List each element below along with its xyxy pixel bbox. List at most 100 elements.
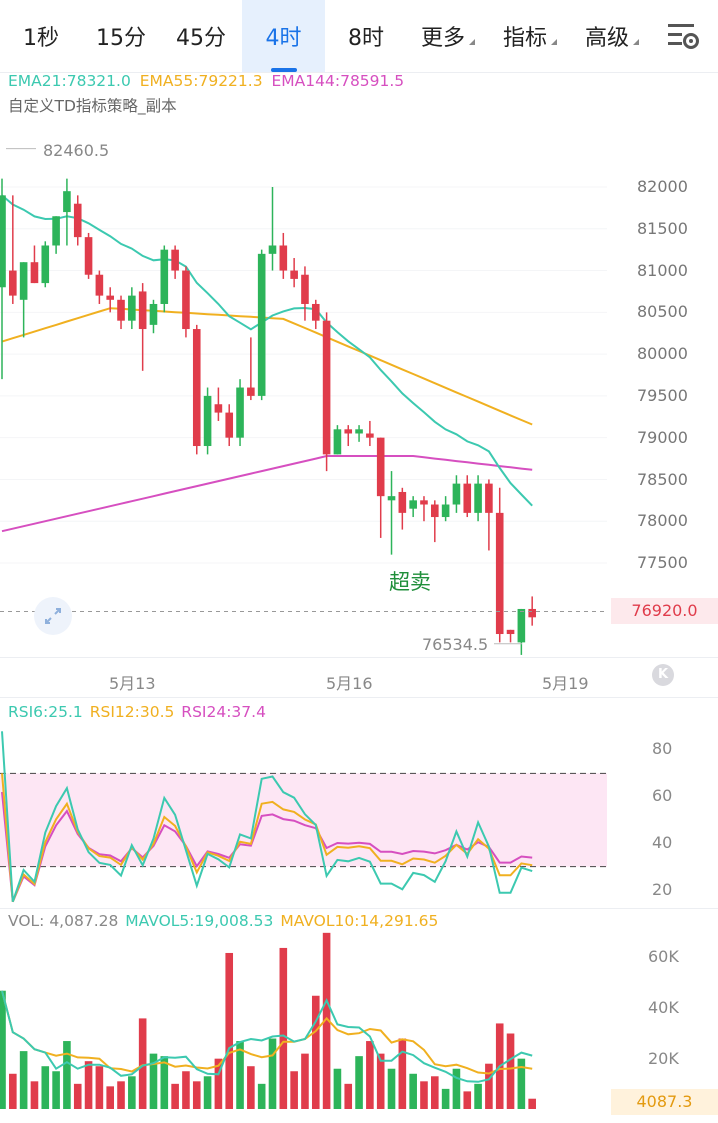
mavol5-line	[1, 990, 533, 1083]
timeframe-tabs: 1秒 15分 45分 4时 8时 更多 指标 高级	[0, 0, 718, 73]
tab-6[interactable]: 指标	[489, 0, 571, 72]
tab-label: 45分	[176, 26, 226, 51]
volume-bar	[63, 1041, 71, 1109]
volume-bar	[52, 1071, 60, 1109]
volume-bar	[517, 1058, 526, 1109]
candle-body	[160, 249, 169, 304]
candle-body	[9, 270, 17, 296]
volume-bar	[528, 1098, 536, 1109]
candle-body	[398, 491, 407, 513]
dropdown-indicator-icon	[551, 39, 557, 45]
volume-bar	[117, 1081, 125, 1109]
price-axis-label: 78500	[637, 469, 688, 489]
volume-bar	[138, 1018, 147, 1109]
candle-body	[73, 203, 82, 238]
strategy-name: 自定义TD指标策略_副本	[8, 97, 177, 115]
scroll-to-latest-icon[interactable]: K	[652, 664, 674, 686]
candle-body	[192, 329, 201, 447]
volume-bar	[19, 1051, 28, 1109]
candle-body	[420, 500, 428, 505]
candle-body	[485, 483, 493, 513]
volume-bar	[355, 1056, 363, 1109]
volume-bar	[236, 1041, 244, 1109]
current-volume-tag: 4087.3	[611, 1089, 718, 1115]
candle-body	[517, 608, 526, 643]
ema55-label: EMA55:79221.3	[139, 72, 263, 90]
candle-body	[441, 504, 450, 518]
current-price-tag: 76920.0	[611, 598, 718, 624]
date-label-1: 5月13	[109, 674, 156, 693]
price-axis-label: 78000	[637, 511, 688, 531]
dropdown-indicator-icon	[469, 39, 475, 45]
tab-7[interactable]: 高级	[571, 0, 653, 72]
vol-label: VOL: 4,087.28	[8, 912, 119, 930]
tab-0[interactable]: 1秒	[0, 0, 82, 72]
volume-bar	[333, 1068, 342, 1109]
candle-body	[301, 274, 309, 304]
price-axis-label: 82000	[637, 177, 688, 196]
candle-body	[117, 299, 125, 321]
volume-bar	[387, 1068, 396, 1109]
mavol10-line	[1, 990, 533, 1075]
rsi6-line	[1, 731, 533, 903]
volume-bar	[257, 1083, 266, 1109]
tab-5[interactable]: 更多	[407, 0, 489, 72]
volume-bar	[301, 1053, 309, 1109]
candle-body	[149, 303, 158, 325]
candle-body	[344, 429, 353, 434]
volume-bar	[311, 995, 320, 1109]
rsi24-label: RSI24:37.4	[181, 703, 266, 721]
ema21-label: EMA21:78321.0	[8, 72, 131, 90]
volume-bar	[268, 1038, 277, 1109]
tab-label: 高级	[584, 26, 629, 51]
rsi-axis-label: 60	[652, 786, 673, 805]
expand-icon[interactable]	[34, 597, 72, 635]
candle-body	[84, 237, 93, 275]
candle-body	[322, 320, 331, 455]
candle-body	[247, 387, 255, 396]
tab-4[interactable]: 8时	[325, 0, 407, 72]
price-axis-label: 81000	[637, 260, 688, 280]
volume-bar	[420, 1081, 428, 1109]
chart-settings-icon[interactable]	[664, 20, 704, 52]
volume-bar	[431, 1076, 439, 1109]
candle-body	[366, 433, 374, 438]
date-label-3: 5月19	[542, 674, 589, 693]
rsi-axis-label: 40	[652, 833, 673, 852]
volume-bar	[128, 1076, 136, 1109]
candle-body	[95, 274, 104, 296]
tab-label: 1秒	[23, 26, 59, 51]
candlestick-chart[interactable]	[0, 120, 718, 680]
candle-body	[19, 262, 28, 300]
candle-body	[290, 270, 298, 279]
volume-bar	[214, 1058, 223, 1109]
tab-2[interactable]: 45分	[160, 0, 242, 72]
volume-bar	[398, 1038, 407, 1109]
volume-bar	[182, 1071, 190, 1109]
volume-bar	[30, 1081, 39, 1109]
candle-body	[268, 245, 277, 254]
candle-body	[128, 295, 136, 321]
tab-1[interactable]: 15分	[82, 0, 160, 72]
ema21-line	[1, 194, 533, 507]
tab-label: 15分	[96, 26, 146, 51]
tab-3[interactable]: 4时	[242, 0, 325, 72]
candle-body	[279, 245, 288, 271]
candle-body	[463, 483, 472, 513]
volume-bar	[203, 1076, 212, 1109]
rsi-chart[interactable]	[0, 718, 718, 908]
volume-bar	[474, 1083, 482, 1109]
candle-body	[171, 249, 179, 271]
candle-body	[311, 303, 320, 321]
candle-body	[52, 216, 60, 246]
candle-body	[333, 429, 342, 455]
volume-chart[interactable]	[0, 932, 718, 1117]
mavol10-label: MAVOL10:14,291.65	[280, 912, 439, 930]
price-axis-label: 79000	[637, 427, 688, 447]
candle-body	[138, 291, 147, 330]
tab-label: 指标	[502, 26, 547, 51]
ema55-line	[1, 307, 533, 426]
candle-body	[452, 483, 461, 505]
volume-bar	[171, 1083, 179, 1109]
rsi6-label: RSI6:25.1	[8, 703, 83, 721]
